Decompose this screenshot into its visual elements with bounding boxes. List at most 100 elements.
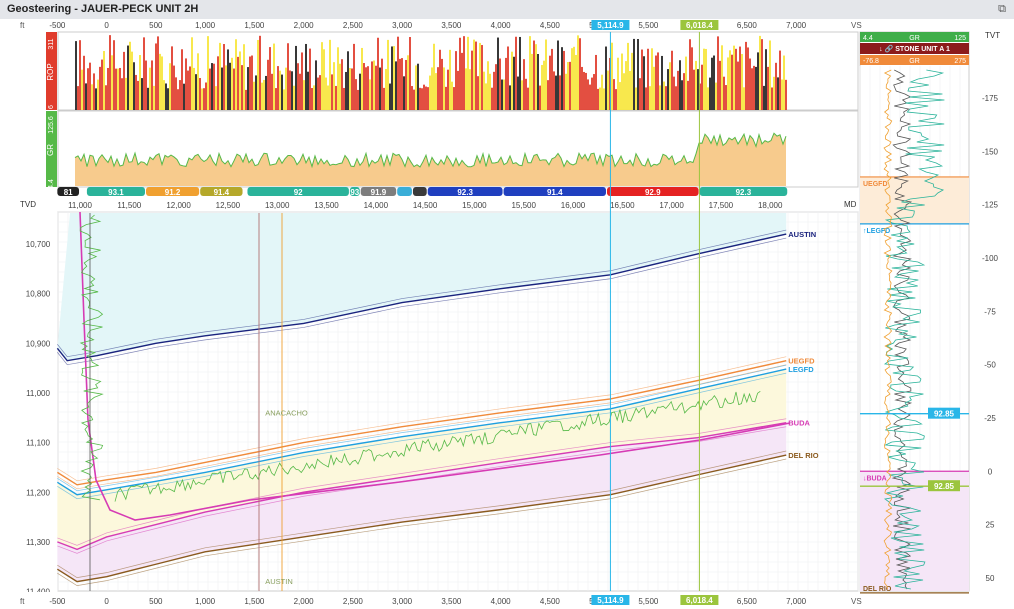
rop-bar	[549, 55, 551, 110]
bottom-vs-tick-label: 7,000	[786, 597, 807, 606]
rop-bar	[153, 85, 155, 110]
dip-segment-label: 93	[350, 188, 359, 197]
formation-line	[57, 356, 787, 482]
rop-bar	[137, 80, 139, 110]
tvt-formation-label: ↑LEGFD	[863, 228, 890, 235]
rop-bar	[649, 86, 651, 110]
md-tick-label: 14,500	[413, 201, 438, 210]
rop-bar	[183, 83, 185, 110]
rop-bar	[363, 63, 365, 110]
bottom-vs-tick-label: 5,500	[638, 597, 659, 606]
rop-bar	[109, 35, 111, 111]
restore-window-icon[interactable]: ⧉	[998, 3, 1006, 15]
rop-bar	[185, 58, 187, 110]
formation-label: BUDA	[788, 419, 810, 428]
rop-bar	[79, 40, 81, 110]
dip-segment	[360, 187, 397, 196]
tvt-tick-label: -75	[984, 307, 996, 316]
rop-bar	[329, 39, 331, 110]
rop-bar	[597, 88, 599, 110]
dip-segment	[86, 187, 146, 196]
rop-bar	[637, 39, 639, 110]
dip-segment	[412, 187, 427, 196]
rop-bar	[777, 77, 779, 110]
rop-bar	[141, 78, 143, 110]
rop-bar	[395, 61, 397, 110]
gr-fill-area	[75, 133, 786, 186]
rop-bar	[683, 73, 685, 110]
rop-bar	[441, 58, 443, 110]
rop-bar	[401, 58, 403, 110]
rop-bar	[353, 43, 355, 111]
tvt-tick-label: -125	[982, 201, 999, 210]
tvd-tick-label: 10,900	[26, 339, 51, 348]
rop-bar	[625, 61, 627, 110]
tvd-tick-label: 11,000	[26, 389, 50, 398]
rop-bar	[101, 59, 103, 110]
rop-bar	[291, 71, 293, 110]
rop-bar	[755, 66, 757, 110]
rop-bar	[681, 80, 683, 110]
rop-bar	[467, 36, 469, 110]
formation-line	[56, 233, 787, 362]
rop-bar	[231, 57, 233, 110]
vs-marker-label-top: 6,018.4	[686, 21, 713, 30]
top-vs-tick-label: 3,500	[441, 21, 462, 30]
rop-bar	[699, 83, 701, 110]
rop-bar	[345, 71, 347, 110]
top-vs-tick-label: 2,000	[294, 21, 315, 30]
rop-bar	[147, 87, 149, 110]
rop-bar	[121, 78, 123, 110]
tvt-formation-label: ↓BUDA	[863, 475, 887, 482]
rop-bar	[767, 66, 769, 110]
md-tick-label: 13,500	[314, 201, 339, 210]
formation-line	[57, 237, 787, 366]
rop-bar	[77, 86, 79, 110]
rop-bar	[217, 56, 219, 110]
rop-bar	[457, 70, 459, 110]
rop-bar	[731, 54, 733, 110]
rop-bar	[503, 79, 505, 110]
gr-section-curve	[114, 390, 761, 502]
rop-bar	[249, 56, 251, 110]
rop-bar	[693, 69, 695, 110]
tvd-tick-label: 11,100	[26, 439, 50, 448]
rop-bar	[301, 52, 303, 110]
rop-bar	[525, 78, 527, 110]
rop-bar	[481, 45, 483, 111]
rop-bar	[265, 75, 267, 110]
rop-bar	[193, 67, 195, 110]
rop-bar	[107, 67, 109, 110]
rop-bar	[651, 48, 653, 110]
bottom-axis-unit: ft	[20, 597, 25, 606]
rop-bar	[443, 67, 445, 110]
rop-bar	[717, 36, 719, 110]
rop-bar	[735, 48, 737, 110]
rop-bar	[643, 56, 645, 110]
bottom-vs-tick-label: 2,000	[294, 597, 315, 606]
formation-label: AUSTIN	[788, 230, 816, 239]
rop-bar	[627, 42, 629, 110]
rop-bar	[489, 73, 491, 110]
rop-bar	[81, 69, 83, 110]
rop-bar	[367, 66, 369, 110]
top-vs-tick-label: 4,500	[540, 21, 561, 30]
bottom-vs-tick-label: 1,500	[244, 597, 265, 606]
rop-bar	[757, 52, 759, 110]
rop-bar	[171, 46, 173, 110]
rop-bar	[439, 49, 441, 110]
rop-bar	[537, 54, 539, 110]
tvt-formation-label: DEL RIO	[863, 586, 892, 593]
tvt-curve-orange	[883, 69, 893, 590]
tvt-gr-header	[860, 32, 969, 42]
bottom-vs-tick-label: -500	[49, 597, 66, 606]
rop-bar	[575, 54, 577, 110]
rop-bar	[131, 51, 133, 110]
rop-bar	[707, 87, 709, 110]
tvd-tick-label: 10,700	[26, 240, 51, 249]
gr-track-max: 125.6	[48, 116, 55, 134]
gr-track-min: 4.4	[48, 179, 55, 189]
tvt-gr-label: GR	[909, 35, 920, 42]
rop-bar	[333, 62, 335, 110]
